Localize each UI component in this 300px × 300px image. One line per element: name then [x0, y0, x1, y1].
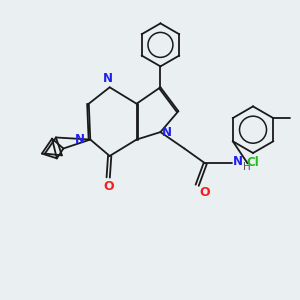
Text: H: H	[244, 162, 251, 172]
Text: N: N	[75, 133, 85, 146]
Text: O: O	[103, 180, 113, 193]
Text: N: N	[162, 126, 172, 139]
Text: Cl: Cl	[247, 156, 260, 169]
Text: O: O	[200, 186, 210, 199]
Text: N: N	[103, 72, 113, 85]
Text: N: N	[233, 155, 243, 168]
